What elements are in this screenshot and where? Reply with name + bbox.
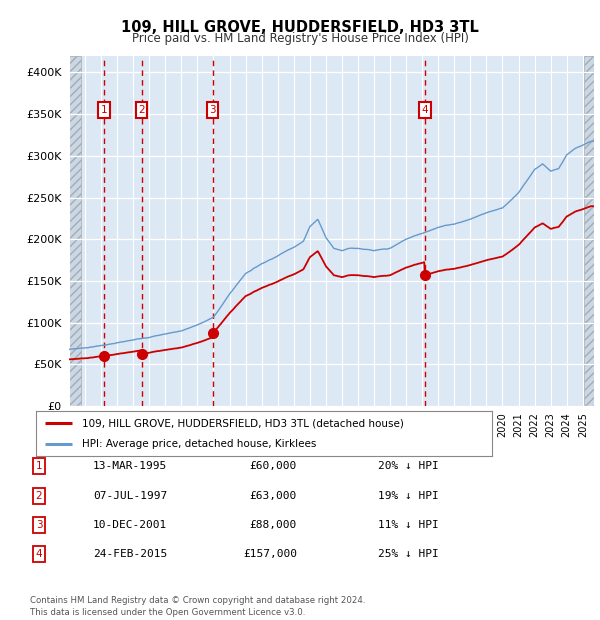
Text: £63,000: £63,000 (250, 491, 297, 501)
Text: 1: 1 (101, 105, 107, 115)
Bar (584, 56, 594, 406)
Text: £60,000: £60,000 (250, 461, 297, 471)
Text: 3: 3 (35, 520, 43, 530)
Text: 109, HILL GROVE, HUDDERSFIELD, HD3 3TL: 109, HILL GROVE, HUDDERSFIELD, HD3 3TL (121, 20, 479, 35)
Text: 4: 4 (421, 105, 428, 115)
Text: 20% ↓ HPI: 20% ↓ HPI (378, 461, 439, 471)
Text: 109, HILL GROVE, HUDDERSFIELD, HD3 3TL (detached house): 109, HILL GROVE, HUDDERSFIELD, HD3 3TL (… (82, 418, 403, 428)
Text: 11% ↓ HPI: 11% ↓ HPI (378, 520, 439, 530)
Text: 2: 2 (35, 491, 43, 501)
Text: £157,000: £157,000 (243, 549, 297, 559)
Text: 3: 3 (209, 105, 216, 115)
Text: 2: 2 (138, 105, 145, 115)
Bar (69, 56, 81, 406)
Text: Contains HM Land Registry data © Crown copyright and database right 2024.
This d: Contains HM Land Registry data © Crown c… (30, 596, 365, 617)
Text: 1: 1 (35, 461, 43, 471)
Text: 4: 4 (35, 549, 43, 559)
Text: 10-DEC-2001: 10-DEC-2001 (93, 520, 167, 530)
Text: Price paid vs. HM Land Registry's House Price Index (HPI): Price paid vs. HM Land Registry's House … (131, 32, 469, 45)
Text: £88,000: £88,000 (250, 520, 297, 530)
Text: 25% ↓ HPI: 25% ↓ HPI (378, 549, 439, 559)
Text: 19% ↓ HPI: 19% ↓ HPI (378, 491, 439, 501)
Text: 07-JUL-1997: 07-JUL-1997 (93, 491, 167, 501)
Text: 24-FEB-2015: 24-FEB-2015 (93, 549, 167, 559)
Text: HPI: Average price, detached house, Kirklees: HPI: Average price, detached house, Kirk… (82, 438, 316, 449)
Text: 13-MAR-1995: 13-MAR-1995 (93, 461, 167, 471)
